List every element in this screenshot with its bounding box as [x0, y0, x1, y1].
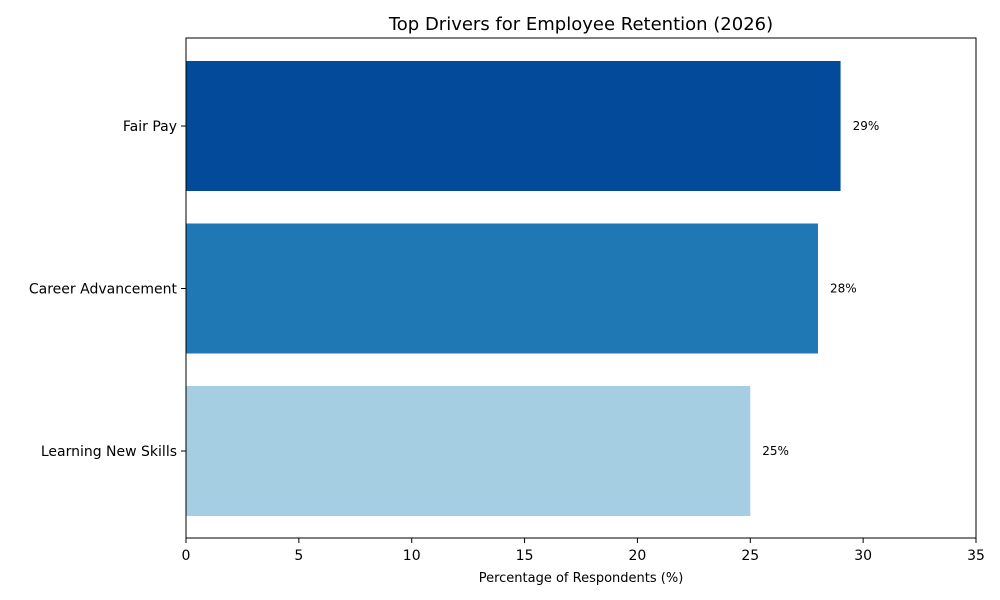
x-tick-label: 15 [516, 548, 534, 564]
x-tick-label: 10 [403, 548, 421, 564]
data-label: 29% [853, 119, 880, 133]
category-label: Fair Pay [123, 119, 177, 135]
x-tick-label: 0 [182, 548, 191, 564]
chart-title: Top Drivers for Employee Retention (2026… [388, 14, 773, 35]
data-labels-group: 29% 28% 25% [762, 119, 879, 458]
data-label: 28% [830, 282, 857, 296]
plot-frame [185, 37, 977, 539]
x-tick-label: 35 [967, 548, 985, 564]
bars-group [186, 61, 841, 516]
x-tick-label: 25 [741, 548, 759, 564]
category-label: Career Advancement [29, 282, 178, 298]
x-tick-label: 5 [294, 548, 303, 564]
data-label: 25% [762, 444, 789, 458]
category-label: Learning New Skills [41, 444, 177, 460]
x-tick-label: 30 [854, 548, 872, 564]
bar [186, 61, 841, 191]
x-tick-label: 20 [629, 548, 647, 564]
bar [186, 223, 818, 354]
bar [186, 386, 751, 516]
x-axis-ticks-group: 0 5 10 15 20 25 30 35 [182, 538, 985, 564]
category-labels-group: Fair Pay Career Advancement Learning New S… [29, 119, 186, 460]
x-axis-title: Percentage of Respondents (%) [479, 571, 684, 586]
